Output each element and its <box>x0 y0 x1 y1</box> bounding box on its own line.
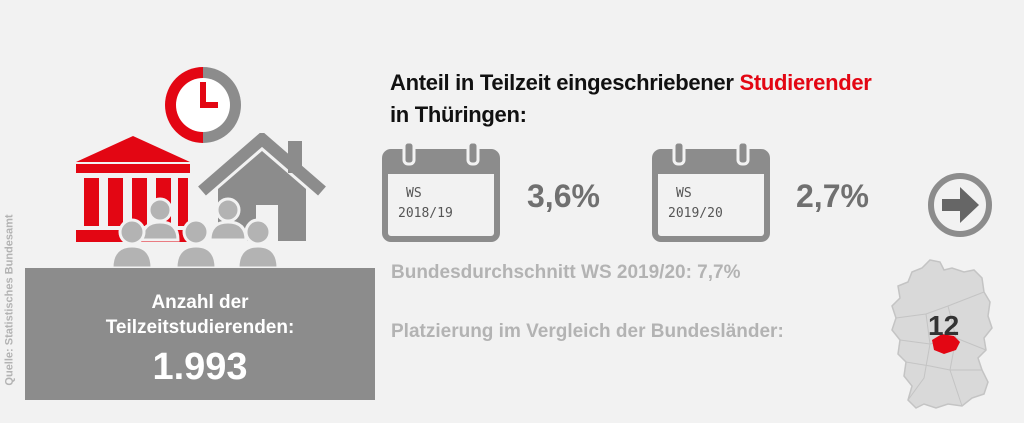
semester-1-term: WS <box>406 186 422 201</box>
people-group-icon <box>110 197 280 270</box>
headline-accent: Studierender <box>739 70 872 95</box>
count-label-line1: Anzahl der <box>151 292 249 313</box>
semester-1-share: 3,6% <box>527 178 600 214</box>
source-text: Quelle: Statistisches Bundesamt <box>4 214 17 386</box>
calendar-icon <box>652 142 770 242</box>
headline: Anteil in Teilzeit eingeschriebener Stud… <box>390 67 950 131</box>
calendar-icon <box>382 142 500 242</box>
count-label: Anzahl der Teilzeitstudierenden: <box>25 290 375 340</box>
headline-text: Anteil in Teilzeit eingeschriebener <box>390 70 740 95</box>
germany-map-icon <box>891 259 993 409</box>
semester-2-label: WS 2019/20 <box>668 184 723 224</box>
clock-icon <box>165 67 241 143</box>
ranking-label: Platzierung im Vergleich der Bundeslände… <box>391 321 784 342</box>
semester-1-label: WS 2018/19 <box>398 184 453 224</box>
headline-line2: in Thüringen: <box>390 102 527 127</box>
count-value: 1.993 <box>152 346 248 388</box>
semester-2-term: WS <box>676 186 692 201</box>
part-time-count-box: Anzahl der Teilzeitstudierenden: 1.993 <box>25 268 375 400</box>
arrow-right-circle-icon <box>928 173 992 237</box>
headline-line1: Anteil in Teilzeit eingeschriebener Stud… <box>390 67 950 99</box>
semester-2-share: 2,7% <box>796 178 869 214</box>
federal-average: Bundesdurchschnitt WS 2019/20: 7,7% <box>391 262 741 283</box>
source-credit: Quelle: Statistisches Bundesamt <box>0 200 20 400</box>
count-label-line2: Teilzeitstudierenden: <box>105 317 295 338</box>
semester-1-year: 2018/19 <box>398 206 453 221</box>
ranking-value: 12 <box>928 310 960 341</box>
semester-2-year: 2019/20 <box>668 206 723 221</box>
